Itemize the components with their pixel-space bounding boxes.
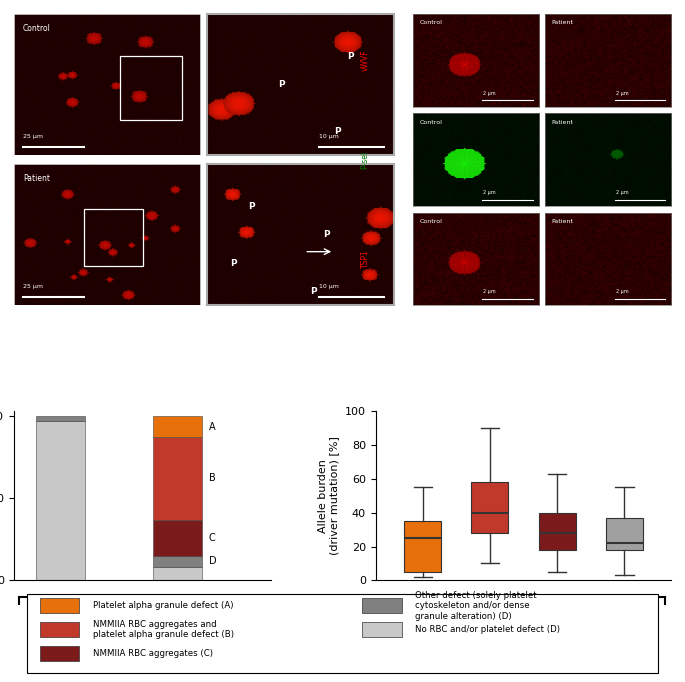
Text: B: B [416,16,428,35]
Text: B: B [209,473,216,484]
Text: Patient: Patient [551,119,573,125]
Bar [153,567,202,580]
Text: 2 μm: 2 μm [616,190,628,195]
Text: TSP1: TSP1 [360,250,369,269]
Text: P: P [310,287,316,296]
Bar [36,421,85,580]
Bar [153,556,202,567]
Text: P: P [229,259,236,268]
Bar [153,437,202,520]
Text: P: P [278,80,285,89]
PathPatch shape [404,521,441,572]
FancyBboxPatch shape [40,646,79,661]
Text: D: D [628,608,638,621]
Text: 10 μm: 10 μm [319,284,339,289]
Text: P: P [249,202,255,211]
Text: 2 μm: 2 μm [484,91,496,95]
Text: 25 μm: 25 μm [23,134,43,139]
PathPatch shape [538,513,575,550]
Y-axis label: Allele burden
(driver mutation) [%]: Allele burden (driver mutation) [%] [318,436,340,555]
Text: A: A [209,421,215,432]
Text: 2 μm: 2 μm [484,190,496,195]
FancyBboxPatch shape [40,622,79,637]
Text: Other defect (solely platelet
cytoskeleton and/or dense
granule alteration) (D): Other defect (solely platelet cytoskelet… [415,591,536,621]
Bar [153,520,202,556]
Text: NMMIIA RBC aggregates and
platelet alpha granule defect (B): NMMIIA RBC aggregates and platelet alpha… [92,620,234,639]
Text: C: C [555,608,563,621]
FancyBboxPatch shape [362,598,401,613]
PathPatch shape [471,482,508,533]
Text: A: A [18,16,30,35]
Text: Platelet alpha granule defect (A): Platelet alpha granule defect (A) [92,602,233,610]
Text: D: D [209,557,216,567]
FancyBboxPatch shape [362,622,401,637]
Text: Controls: Controls [53,608,103,621]
Text: Control: Control [419,20,442,25]
Text: 2 μm: 2 μm [616,289,628,295]
Text: P: P [334,127,340,136]
Bar [36,416,85,421]
Text: B: B [481,608,489,621]
FancyBboxPatch shape [27,594,658,674]
Text: 25 μm: 25 μm [23,284,43,289]
Text: 2 μm: 2 μm [484,289,496,295]
Bar [120,55,182,121]
PathPatch shape [606,518,643,550]
Bar [84,209,143,266]
Bar [153,416,202,437]
Text: NMMIIA RBC aggregates (C): NMMIIA RBC aggregates (C) [92,649,212,657]
Text: P-sel: P-sel [360,151,369,168]
Text: C: C [209,533,216,543]
Text: Control: Control [419,219,442,224]
Text: P: P [347,52,353,61]
Text: Patients: Patients [183,608,230,621]
Text: Control: Control [23,24,51,33]
Text: Patient: Patient [551,219,573,224]
Text: Control: Control [419,119,442,125]
Text: P: P [323,231,329,239]
Text: Patient: Patient [551,20,573,25]
FancyBboxPatch shape [40,598,79,613]
Text: A: A [407,608,415,621]
Text: 2 μm: 2 μm [616,91,628,95]
Text: 10 μm: 10 μm [319,134,339,139]
Text: vWVF: vWVF [360,49,369,71]
Text: No RBC and/or platelet defect (D): No RBC and/or platelet defect (D) [415,625,560,634]
Text: Patient: Patient [23,174,50,183]
